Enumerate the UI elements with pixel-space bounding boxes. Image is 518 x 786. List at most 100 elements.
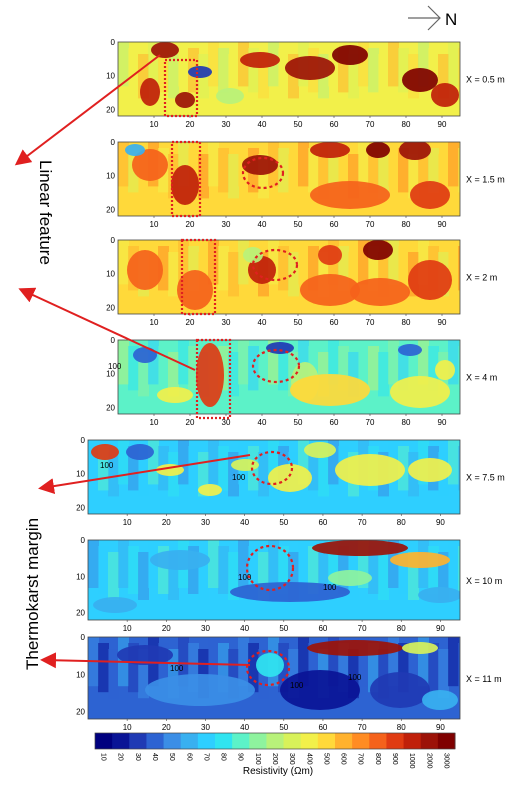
field-band <box>368 643 379 693</box>
colorbar-swatch <box>283 733 302 749</box>
colorbar-tick-label: 2000 <box>425 753 432 769</box>
field-band <box>118 540 129 588</box>
field-band <box>228 54 239 99</box>
x-tick-label: 90 <box>438 120 447 129</box>
x-tick-label: 10 <box>150 120 159 129</box>
field-band <box>258 352 269 397</box>
y-tick-label: 0 <box>111 38 116 47</box>
field-band <box>138 452 149 497</box>
x-tick-label: 70 <box>358 518 367 527</box>
field-band <box>398 246 409 291</box>
field-band <box>258 452 269 497</box>
colorbar-swatch <box>420 733 439 749</box>
field-band <box>128 643 139 693</box>
colorbar-tick-label: 90 <box>237 753 244 761</box>
pointer-arrow <box>40 652 251 669</box>
field-band <box>168 252 179 297</box>
x-tick-label: 30 <box>222 120 231 129</box>
field-band <box>298 440 309 485</box>
x-tick-label: 30 <box>222 220 231 229</box>
field-band <box>238 637 249 687</box>
field-band <box>148 340 159 385</box>
y-tick-label: 0 <box>81 536 86 545</box>
panel-frame <box>117 41 461 117</box>
y-tick-label: 20 <box>106 403 115 412</box>
field-band <box>378 252 389 297</box>
field-band <box>88 540 99 588</box>
colorbar-swatch <box>215 733 233 749</box>
field-band <box>418 340 429 385</box>
anomaly-blob <box>117 645 173 665</box>
contour-label: 100 <box>323 583 337 592</box>
field-band <box>128 446 139 491</box>
anomaly-blob <box>240 52 280 68</box>
colorbar-swatch <box>300 733 319 749</box>
anomaly-blob <box>91 444 119 460</box>
panel-label: X = 4 m <box>466 373 497 383</box>
field-band <box>228 452 239 497</box>
anomaly-blob <box>126 444 154 460</box>
field-band <box>378 154 389 199</box>
anomaly-blob <box>196 343 224 407</box>
anomaly-blob <box>150 550 210 570</box>
anomaly-blob <box>188 66 212 78</box>
field-band <box>318 552 329 600</box>
x-tick-label: 30 <box>222 418 231 427</box>
field-band <box>448 142 459 187</box>
field-band <box>278 346 289 391</box>
field-band <box>278 48 289 93</box>
field-band <box>238 340 249 385</box>
field-band <box>338 48 349 93</box>
anomaly-blob <box>399 142 431 160</box>
x-tick-label: 20 <box>162 624 171 633</box>
y-tick-label: 20 <box>76 609 85 618</box>
x-tick-label: 20 <box>162 518 171 527</box>
colorbar-swatch <box>369 733 387 749</box>
colorbar-swatch <box>437 733 456 749</box>
field-band <box>428 546 439 594</box>
field-band <box>258 154 269 199</box>
field-band <box>198 452 209 497</box>
field-band <box>218 446 229 491</box>
field-band <box>218 546 229 594</box>
field-band <box>368 48 379 93</box>
anomaly-blob <box>230 582 350 602</box>
x-tick-label: 40 <box>240 518 249 527</box>
contour-label: 100 <box>290 681 304 690</box>
x-tick-label: 50 <box>294 418 303 427</box>
field-band <box>188 446 199 491</box>
field-band <box>168 352 179 397</box>
field-band <box>398 48 409 93</box>
field-band <box>188 643 199 693</box>
field-band <box>218 643 229 693</box>
field-band <box>388 540 399 588</box>
y-tick-label: 10 <box>76 572 85 581</box>
field-band <box>278 148 289 193</box>
panel-label: X = 2 m <box>466 273 497 283</box>
field-band <box>298 142 309 187</box>
colorbar-tick-label: 40 <box>151 753 158 761</box>
field-band <box>438 54 449 99</box>
field-band <box>358 540 369 588</box>
x-tick-label: 20 <box>186 418 195 427</box>
field-band <box>208 540 219 588</box>
anomaly-blob <box>242 155 278 175</box>
x-tick-label: 10 <box>123 518 132 527</box>
field-band <box>158 246 169 291</box>
x-tick-label: 40 <box>258 120 267 129</box>
x-tick-label: 80 <box>402 220 411 229</box>
field-band <box>118 440 129 485</box>
field-band <box>208 42 219 87</box>
colorbar-tick-label: 600 <box>340 753 347 765</box>
field-band <box>338 643 349 693</box>
thermokarst-margin-label: Thermokarst margin <box>23 518 42 670</box>
colorbar-swatch <box>386 733 405 749</box>
field-band <box>328 340 339 385</box>
panel-frame <box>117 141 461 217</box>
field-band <box>348 649 359 699</box>
section-panel: 0 10 20 10 20 30 40 50 60 70 80 90 X = 0.5 m <box>106 38 505 129</box>
field-band <box>288 552 299 600</box>
field-band <box>168 54 179 99</box>
y-tick-label: 0 <box>111 138 116 147</box>
x-tick-label: 60 <box>318 723 327 732</box>
